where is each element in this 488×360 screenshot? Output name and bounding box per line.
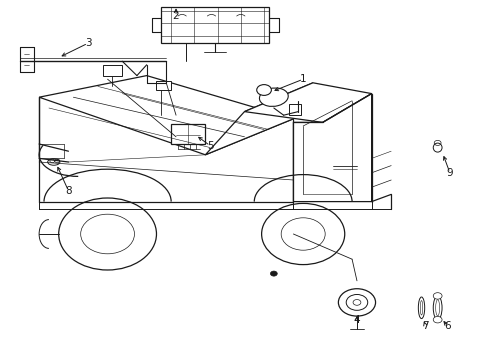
Text: 8: 8	[65, 186, 72, 196]
Text: 2: 2	[172, 11, 179, 21]
Ellipse shape	[432, 143, 441, 152]
Circle shape	[432, 293, 441, 299]
Text: 1: 1	[299, 74, 306, 84]
Text: 5: 5	[206, 141, 213, 151]
Text: 3: 3	[84, 38, 91, 48]
Ellipse shape	[259, 88, 287, 107]
Text: 6: 6	[443, 321, 450, 331]
Ellipse shape	[48, 159, 60, 165]
Circle shape	[432, 316, 441, 323]
Bar	[156, 81, 171, 90]
Bar	[161, 7, 268, 43]
Circle shape	[261, 203, 344, 265]
Ellipse shape	[432, 296, 441, 320]
Polygon shape	[205, 83, 312, 155]
Polygon shape	[244, 83, 371, 122]
Text: 9: 9	[446, 168, 452, 178]
Circle shape	[256, 85, 271, 95]
Text: 7: 7	[421, 321, 428, 331]
Circle shape	[59, 198, 156, 270]
Circle shape	[270, 271, 277, 276]
Polygon shape	[293, 94, 371, 202]
Bar	[171, 124, 205, 144]
Circle shape	[338, 289, 375, 316]
Bar	[288, 104, 300, 115]
Bar	[102, 65, 122, 76]
Ellipse shape	[418, 297, 424, 319]
Polygon shape	[39, 76, 293, 155]
Text: 4: 4	[353, 315, 360, 325]
